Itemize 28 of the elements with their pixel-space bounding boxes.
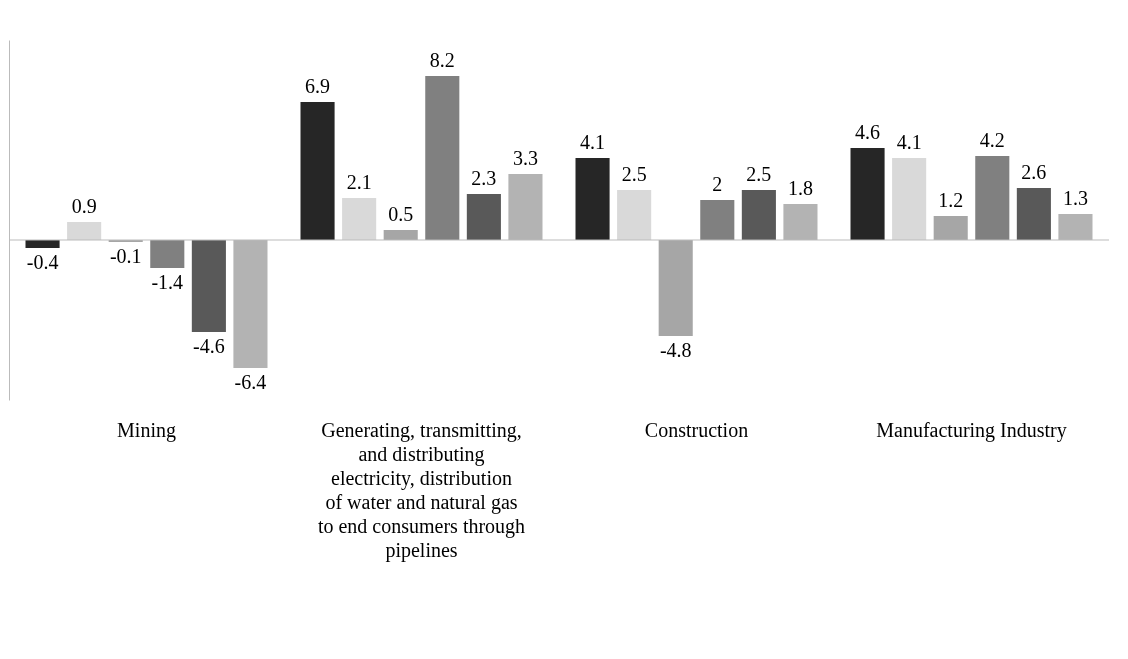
data-label: 1.3 [1062, 187, 1088, 209]
data-label: 1.8 [787, 177, 813, 199]
data-label: 1.2 [938, 189, 964, 211]
data-label: -4.6 [193, 335, 225, 357]
data-label: 2.3 [471, 167, 497, 189]
x-tick-label: Generating, transmitting, and distributing electricity, distribution of water and natural gas to end consumers through pipelines [317, 418, 526, 562]
data-label: -4.8 [659, 339, 692, 361]
data-label: 2.5 [621, 163, 647, 185]
data-label: 2.1 [346, 171, 372, 193]
data-label: 2 [712, 173, 723, 195]
x-tick-label: Mining [117, 418, 176, 442]
data-label: -1.4 [151, 271, 184, 293]
data-label: -0.1 [109, 245, 142, 267]
data-label: 2.5 [746, 163, 772, 185]
x-tick-label: Construction [644, 418, 749, 441]
data-label: 4.1 [580, 131, 606, 153]
data-label: 8.2 [429, 49, 455, 71]
data-label: -0.4 [26, 251, 59, 273]
data-label: 4.6 [855, 121, 881, 143]
data-label: 6.9 [305, 75, 331, 97]
data-label: 0.9 [71, 195, 97, 217]
data-label: -6.4 [234, 371, 267, 393]
data-label: 4.2 [979, 129, 1005, 151]
data-label: 0.5 [388, 203, 414, 225]
data-label: 3.3 [512, 147, 538, 169]
data-label: 4.1 [896, 131, 922, 153]
x-tick-label: Manufacturing Industry [876, 418, 1067, 442]
data-label: 2.6 [1021, 161, 1047, 183]
